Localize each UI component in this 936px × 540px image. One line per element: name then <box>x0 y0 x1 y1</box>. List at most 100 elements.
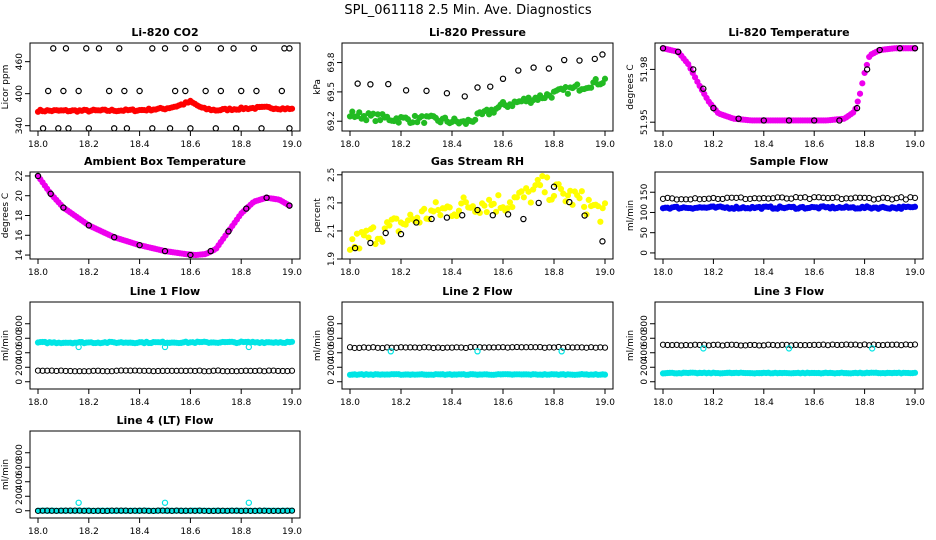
data-point <box>574 81 581 88</box>
data-point <box>536 343 544 351</box>
data-point <box>354 80 361 87</box>
data-point <box>224 507 231 514</box>
data-point <box>481 344 488 351</box>
data-point <box>219 507 226 514</box>
data-point <box>576 195 583 202</box>
data-point <box>861 341 868 348</box>
data-point <box>205 507 212 514</box>
data-point <box>395 119 402 126</box>
data-point <box>393 344 400 351</box>
y-tick-label: 0 <box>15 508 25 514</box>
data-point <box>39 125 47 132</box>
plot-frame <box>29 42 301 132</box>
data-point <box>164 367 171 374</box>
data-point <box>705 342 712 349</box>
data-point <box>687 342 694 349</box>
data-point <box>760 194 767 202</box>
data-point <box>792 194 799 201</box>
x-tick-label: 18.4 <box>442 268 462 278</box>
data-point <box>560 344 567 351</box>
data-point <box>136 367 143 374</box>
panel-title: Line 1 Flow <box>130 285 200 298</box>
data-point <box>196 507 203 514</box>
data-point <box>205 368 212 375</box>
series-0 <box>659 45 919 124</box>
data-point <box>701 195 708 203</box>
data-point <box>811 194 818 201</box>
series-2 <box>44 87 286 95</box>
data-point <box>724 194 731 201</box>
x-tick-label: 18.0 <box>653 398 673 408</box>
data-point <box>884 341 891 348</box>
data-point <box>674 48 682 56</box>
x-tick-label: 18.0 <box>28 527 48 537</box>
data-point <box>57 507 65 514</box>
data-point <box>852 194 859 201</box>
data-point <box>566 198 573 206</box>
data-point <box>265 367 273 374</box>
x-tick-label: 18.4 <box>130 398 150 408</box>
data-point <box>863 61 870 69</box>
data-point <box>360 344 368 351</box>
data-point <box>48 507 55 514</box>
data-point <box>525 94 532 101</box>
data-point <box>247 507 254 514</box>
data-point <box>263 194 270 201</box>
data-point <box>365 234 372 241</box>
data-point <box>123 125 131 132</box>
data-point <box>735 115 742 122</box>
y-axis-label: ml/min <box>626 330 636 361</box>
x-tick-label: 18.0 <box>28 398 48 408</box>
data-point <box>171 87 179 95</box>
data-point <box>583 344 590 351</box>
data-point <box>232 125 240 132</box>
data-point <box>474 84 481 91</box>
data-point <box>682 341 690 349</box>
y-tick-label: 100 <box>640 204 650 221</box>
data-point <box>233 507 240 514</box>
data-point <box>774 342 781 349</box>
data-point <box>678 196 685 203</box>
data-point <box>535 199 542 207</box>
data-point <box>178 507 185 514</box>
data-point <box>95 45 103 52</box>
x-tick-label: 18.6 <box>180 268 200 278</box>
data-point <box>141 367 148 374</box>
x-tick-label: 19.0 <box>905 268 925 278</box>
data-point <box>413 219 420 226</box>
y-axis-label: degrees C <box>1 193 11 238</box>
y-tick-label: 2.5 <box>327 168 337 182</box>
data-point <box>136 241 143 249</box>
data-point <box>710 104 717 112</box>
data-point <box>281 45 288 52</box>
data-point <box>113 367 120 374</box>
series-2 <box>75 499 253 506</box>
series-1 <box>34 172 293 259</box>
data-point <box>601 344 609 351</box>
data-point <box>71 368 79 375</box>
data-point <box>421 205 428 212</box>
data-point <box>275 507 282 514</box>
data-point <box>870 341 877 348</box>
data-point <box>875 341 882 349</box>
y-tick-label: 69.8 <box>327 52 337 72</box>
data-point <box>460 194 467 201</box>
data-point <box>760 117 768 124</box>
data-point <box>550 183 558 190</box>
x-tick-label: 18.0 <box>28 140 48 150</box>
y-tick-label: 2.3 <box>327 196 337 210</box>
data-point <box>455 207 463 214</box>
data-point <box>367 239 374 247</box>
data-point <box>374 344 381 351</box>
data-point <box>118 367 125 374</box>
data-point <box>733 341 740 348</box>
data-point <box>444 344 451 351</box>
data-point <box>136 87 143 95</box>
y-tick-label: 600 <box>15 458 25 475</box>
y-axis-label: Licor ppm <box>1 65 11 110</box>
data-point <box>154 507 162 514</box>
data-point <box>907 341 914 348</box>
x-tick-label: 18.6 <box>493 398 513 408</box>
data-point <box>911 341 919 348</box>
data-point <box>847 195 854 202</box>
